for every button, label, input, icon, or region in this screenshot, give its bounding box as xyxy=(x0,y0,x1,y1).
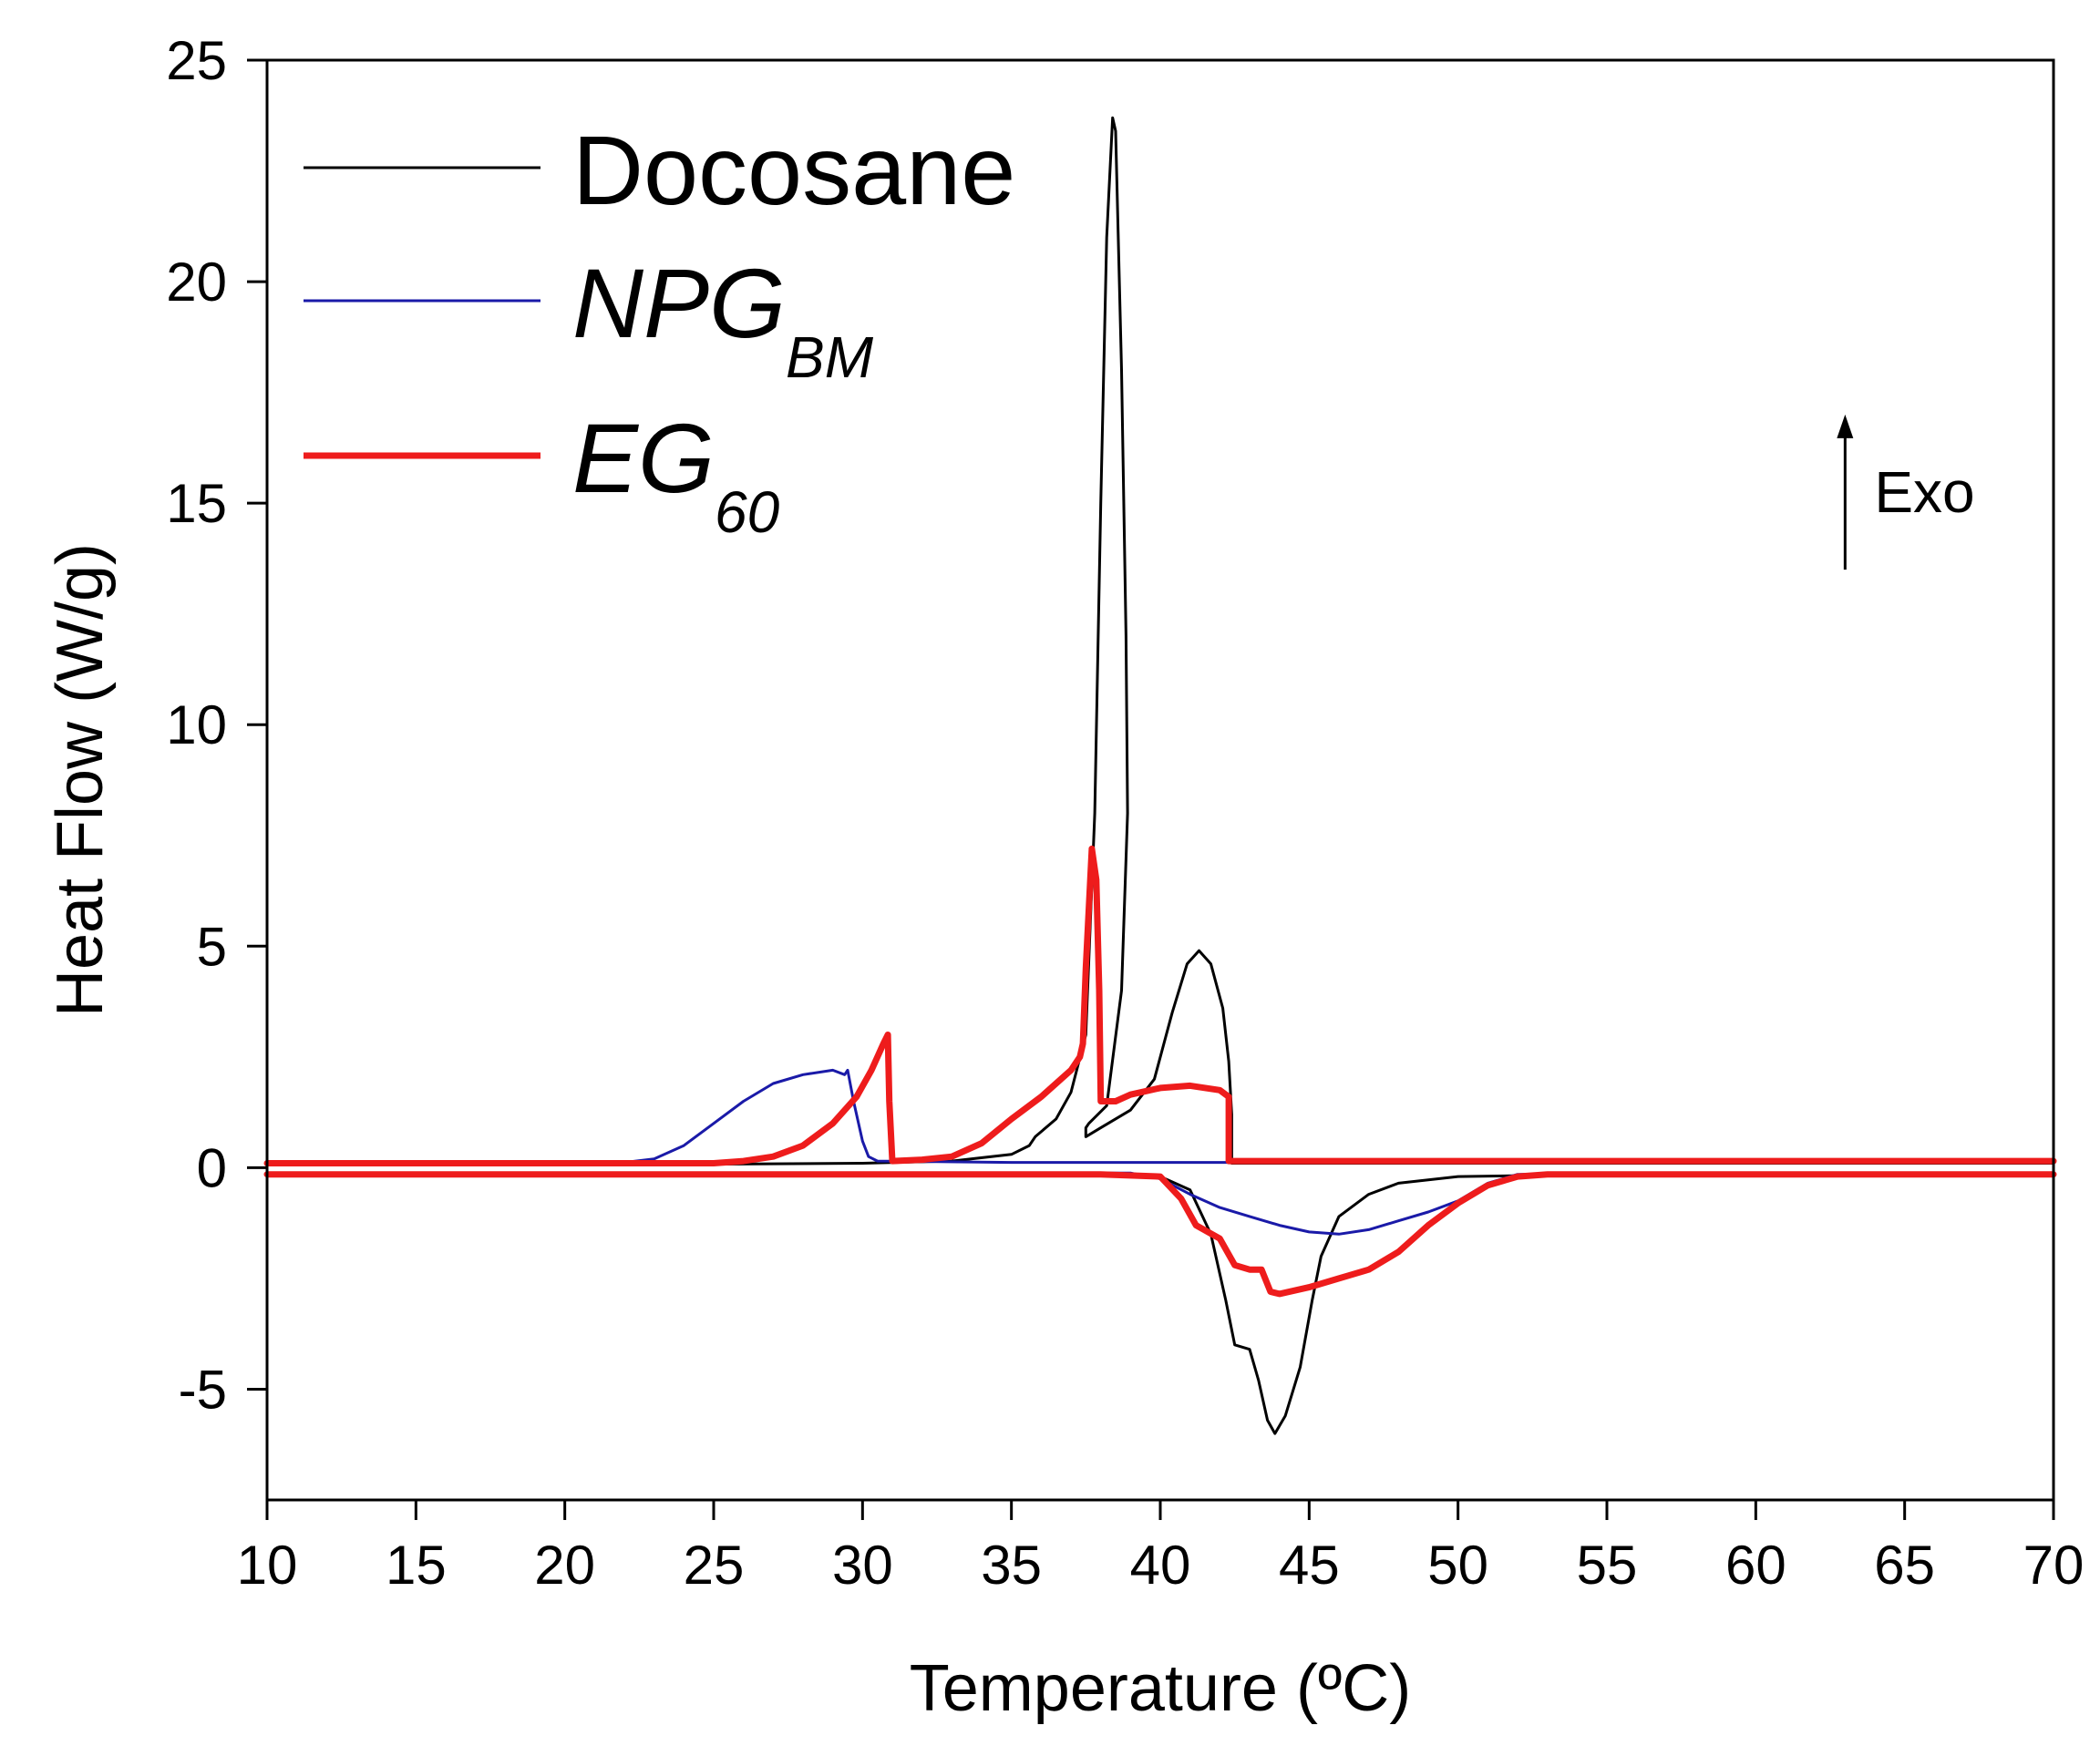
legend-label-docosane: Docosane xyxy=(572,115,1015,225)
x-tick-label: 25 xyxy=(684,1535,745,1596)
y-axis-title: Heat Flow (W/g) xyxy=(44,543,117,1017)
exo-arrow-head-icon xyxy=(1837,414,1854,438)
x-tick-label: 10 xyxy=(237,1535,298,1596)
y-tick-label: 25 xyxy=(166,30,227,91)
y-tick-label: 20 xyxy=(166,252,227,313)
series-line-eg-60-cooling xyxy=(263,845,2057,1166)
legend-label-eg-60: EG60 xyxy=(572,403,780,545)
x-tick-label: 70 xyxy=(2023,1535,2085,1596)
series-line-docosane-cooling xyxy=(265,116,2055,1166)
x-tick-label: 30 xyxy=(832,1535,893,1596)
y-tick-label: 0 xyxy=(197,1137,227,1198)
exo-label: Exo xyxy=(1874,459,1974,525)
y-tick-label: 5 xyxy=(197,916,227,977)
x-tick-label: 60 xyxy=(1725,1535,1786,1596)
y-tick-label: 15 xyxy=(166,473,227,534)
x-tick-label: 35 xyxy=(981,1535,1042,1596)
y-axis: -5 0 5 10 15 20 25 xyxy=(166,30,267,1420)
exo-annotation: Exo xyxy=(1837,414,1975,570)
y-tick-label: 10 xyxy=(166,694,227,755)
x-tick-label: 20 xyxy=(534,1535,595,1596)
series-line-docosane-heating xyxy=(265,1173,2055,1435)
legend-label-npg-bm: NPGBM xyxy=(572,248,874,390)
x-axis: 10 15 20 25 30 35 40 45 50 55 60 65 70 xyxy=(237,1500,2085,1596)
x-tick-label: 15 xyxy=(386,1535,447,1596)
x-tick-label: 55 xyxy=(1577,1535,1638,1596)
series-line-eg-60-heating xyxy=(263,1171,2057,1298)
y-tick-label: -5 xyxy=(179,1359,227,1420)
x-tick-label: 65 xyxy=(1874,1535,1935,1596)
x-axis-title: Temperature (ºC) xyxy=(910,1652,1411,1725)
x-tick-label: 40 xyxy=(1130,1535,1191,1596)
series-layer xyxy=(263,116,2057,1435)
x-tick-label: 50 xyxy=(1427,1535,1488,1596)
x-tick-label: 45 xyxy=(1279,1535,1340,1596)
